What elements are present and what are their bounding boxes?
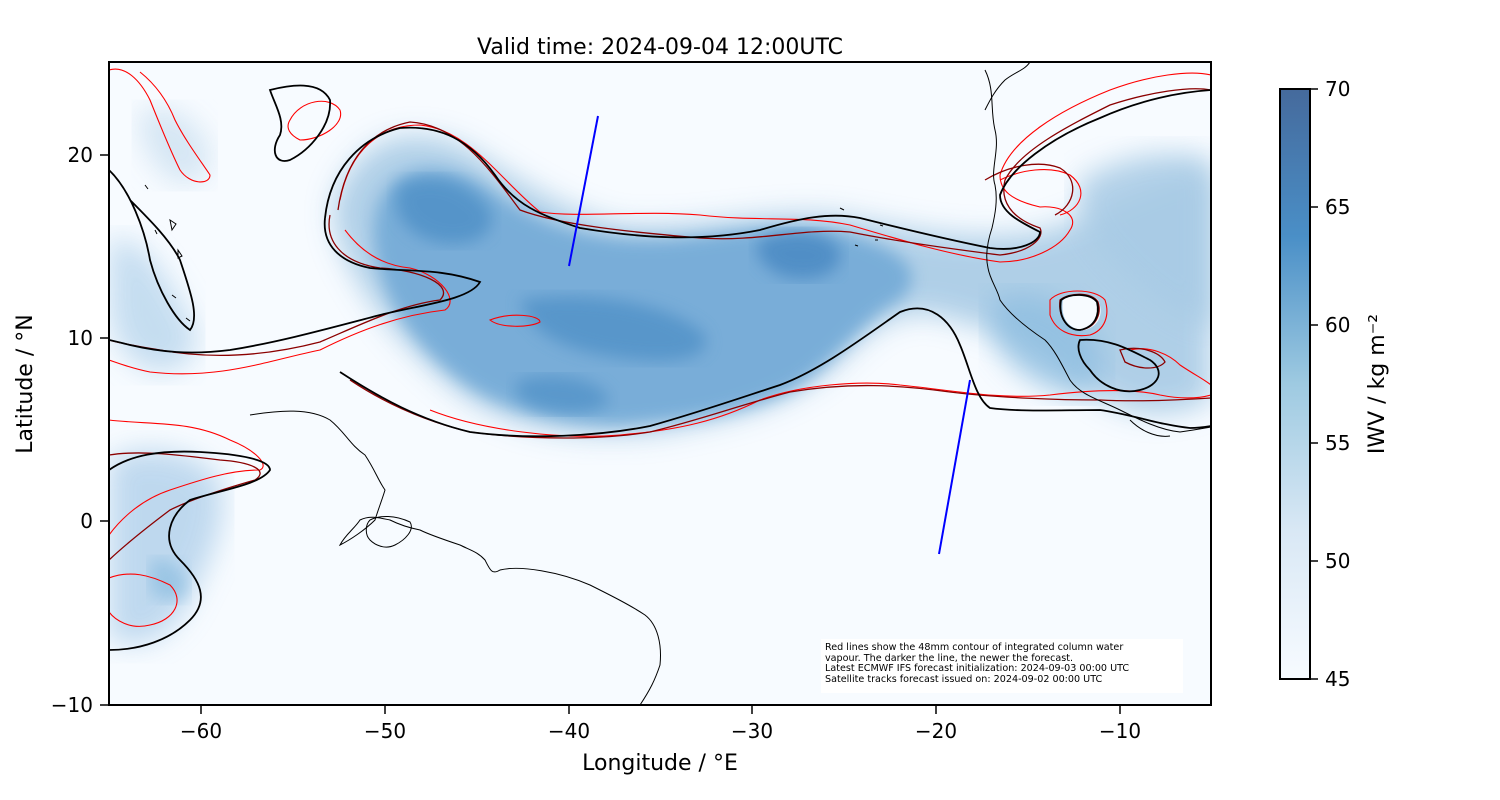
- colorbar-gradient: [1279, 88, 1311, 680]
- satellite-track: [568, 115, 599, 267]
- chart-title: Valid time: 2024-09-04 12:00UTC: [477, 35, 843, 60]
- y-tick-label: −10: [51, 693, 93, 717]
- y-axis-label: Latitude / °N: [13, 314, 38, 453]
- iwv-contours-newest: [109, 84, 1211, 651]
- x-axis: [200, 705, 1121, 714]
- x-tick-label: −60: [180, 719, 222, 743]
- satellite-tracks: [568, 115, 971, 555]
- y-axis: [100, 154, 109, 706]
- x-tick-label: −20: [915, 719, 957, 743]
- map-frame: [108, 61, 1212, 706]
- map-area: [109, 62, 1211, 705]
- y-tick-label: 20: [68, 143, 93, 167]
- annotation-line: Satellite tracks forecast issued on: 202…: [825, 673, 1103, 685]
- annotation-line: Red lines show the 48mm contour of integ…: [825, 642, 1124, 653]
- colorbar-tick-label: 55: [1325, 431, 1350, 455]
- colorbar-tick-label: 50: [1325, 549, 1350, 573]
- colorbar-label: IWV / kg m⁻²: [1365, 314, 1390, 454]
- y-tick-label: 0: [80, 509, 93, 533]
- colorbar-tick-label: 65: [1325, 195, 1350, 219]
- colorbar-tick-label: 45: [1325, 667, 1350, 691]
- colorbar-tick-label: 60: [1325, 313, 1350, 337]
- satellite-track: [938, 379, 971, 555]
- annotation-line: vapour. The darker the line, the newer t…: [825, 652, 1074, 664]
- colorbar-tick-label: 70: [1325, 77, 1350, 101]
- x-axis-label: Longitude / °E: [582, 751, 738, 776]
- x-tick-label: −50: [364, 719, 406, 743]
- x-tick-label: −10: [1099, 719, 1141, 743]
- colorbar: 45 50 55 60 65 70 IWV / kg m⁻²: [1279, 77, 1390, 691]
- iwv-field: [109, 107, 1211, 644]
- annotation-line: Latest ECMWF IFS forecast initialization…: [825, 663, 1130, 675]
- y-tick-label: 10: [68, 326, 93, 350]
- x-tick-label: −40: [548, 719, 590, 743]
- coastlines: [144, 62, 1211, 705]
- annotation-box: Red lines show the 48mm contour of integ…: [821, 639, 1183, 693]
- x-tick-label: −30: [731, 719, 773, 743]
